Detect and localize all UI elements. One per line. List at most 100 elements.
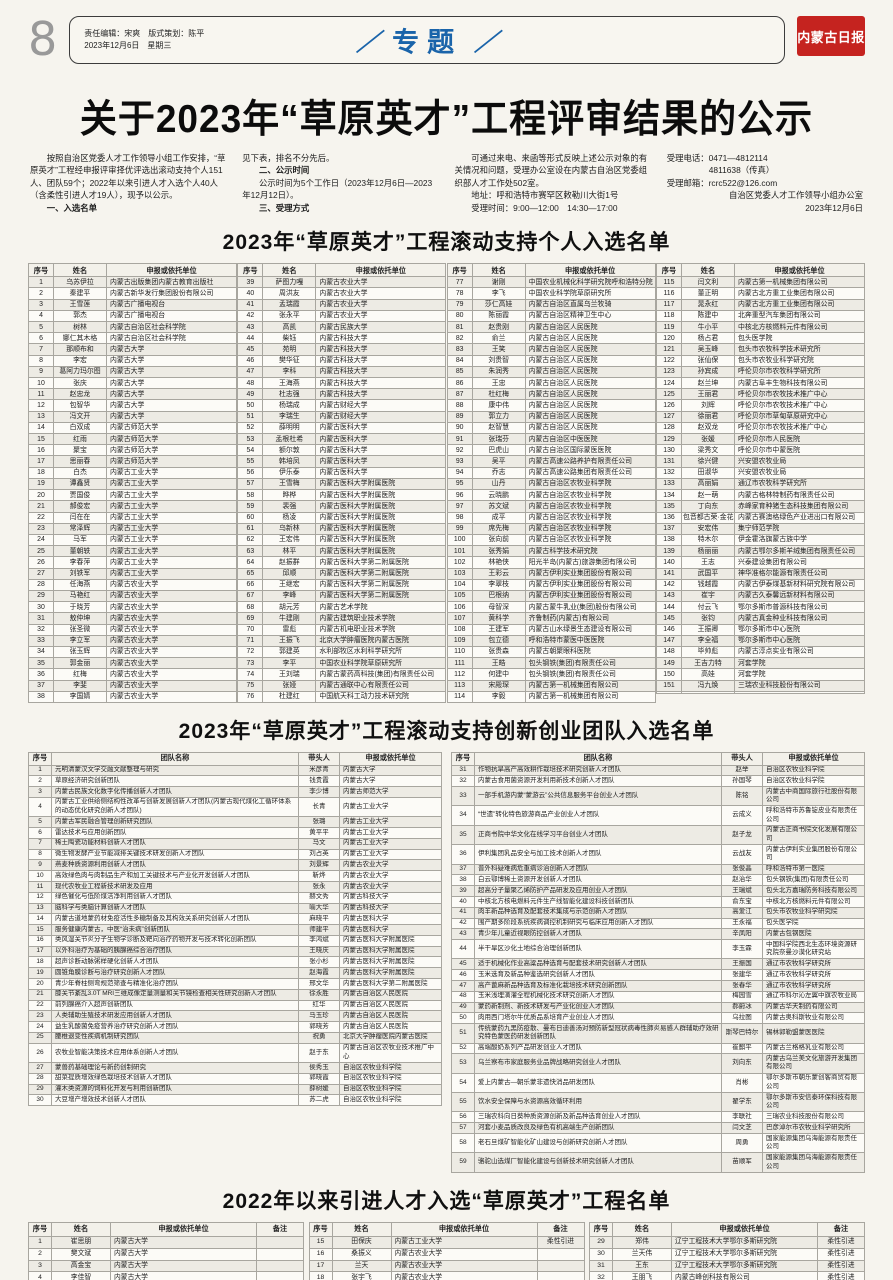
table-cell: 内蒙古自治区人民医院 — [524, 399, 656, 412]
table-cell: 草原经济研究创新团队 — [51, 775, 299, 788]
table-row: 122 张仙保 包头市农牧业科学研究院 — [655, 354, 865, 367]
table-cell: 自治区农牧业科学院 — [339, 1083, 442, 1096]
intro-paragraph: 按照自治区党委人才工作领导小组工作安排，“草原英才”工程经申报评审择优评选出滚动… — [30, 153, 226, 201]
column-header: 申报或依托单位 — [315, 263, 447, 278]
table-cell: 牛建刚 — [262, 612, 317, 625]
table-cell: 5 — [28, 816, 52, 829]
table-row: 56 伊乐泰 内蒙古医科大学 — [237, 466, 447, 479]
table-row: 47 李科 内蒙古科技大学 — [237, 365, 447, 379]
table-cell: 内蒙古医科大学附属医院 — [315, 545, 447, 558]
table-cell: 以外科治疗为基础的胰腺癌综合治疗团队 — [51, 945, 299, 958]
table-cell: 包立德 — [471, 634, 526, 647]
table-row: 143 崔宇 内蒙古久泰馨远新材料有限公司 — [655, 589, 865, 603]
table-cell: 内蒙古工业大学 — [339, 848, 442, 861]
table-cell: 赵于东 — [298, 1042, 340, 1064]
table-cell: 内蒙古医科大学第二附属医院 — [339, 977, 442, 990]
table-cell: 张璐 — [298, 816, 340, 829]
table-cell: 99 — [446, 522, 473, 535]
table-cell: 84 — [446, 354, 473, 367]
table-cell: 兰天伟 — [612, 1247, 672, 1261]
table-cell: 21 — [28, 988, 52, 1001]
table-cell: 内蒙古大学 — [106, 399, 237, 412]
table-row: 64 赵振群 内蒙古医科大学第二附属医院 — [237, 556, 447, 569]
table-row: 124 赵兰坤 内蒙古阜丰生物科技有限公司 — [655, 377, 865, 390]
table-cell: 喻大华 — [298, 902, 340, 915]
table-cell: 燕麦种质资源利用创新人才团队 — [51, 859, 299, 872]
table-cell: 47 — [237, 365, 264, 379]
table-cell: 爱上内蒙古—朝乐蒙非遗快消品研发团队 — [474, 1072, 722, 1094]
table-cell: 肉用西门塔尔牛优质品系培育产业创业人才团队 — [474, 1012, 722, 1025]
table-cell: 内蒙古工业大学 — [106, 567, 237, 580]
table-cell: 44 — [451, 939, 475, 960]
table-cell: 巴虎山 — [471, 444, 526, 457]
slash-decoration: ／ — [474, 29, 499, 57]
table-cell: 三瑞农业科技股份有限公司 — [733, 679, 865, 692]
table-row: 133 高丽娟 通辽市农牧科学研究所 — [655, 477, 865, 491]
table-cell: 96 — [446, 489, 473, 502]
table-row: 130 梁秀文 呼伦贝尔市中蒙医院 — [655, 444, 865, 457]
table-row: 108 王建军 内蒙古山水绿景生态建设有限公司 — [446, 623, 656, 636]
table-cell: 内蒙古农业大学 — [390, 1259, 538, 1273]
table-cell: 32 — [28, 623, 54, 636]
table-cell: 刘向东 — [721, 1053, 763, 1074]
table-cell: 李翠枝 — [471, 578, 526, 591]
header-row: 序号 姓名 申报或依托单位 备注 — [308, 1221, 585, 1237]
table-cell: 李飞 — [471, 287, 526, 300]
table-row: 20 青少年脊柱侧弯规范筛查与精准化治疗团队 邢文华 内蒙古医科大学第二附属医院 — [28, 977, 442, 990]
table-cell: 56 — [237, 466, 264, 479]
table-cell: 内蒙古大学 — [339, 764, 442, 777]
table-cell: 包头钢铁(集团)有限责任公司 — [524, 657, 656, 670]
table-cell: 吴平 — [471, 455, 526, 468]
table-cell: 50 — [451, 1012, 475, 1025]
individual-tables-group: 序号 姓名 申报或依托单位 39 萨图力嘎 内蒙古农业大学 40 周洪友 内蒙古农业大学 41 孟瑞… — [237, 263, 447, 703]
table-cell: 苏文斌 — [471, 500, 526, 513]
table-cell: 农牧业智能决策技术应用体系创新人才团队 — [51, 1042, 299, 1064]
table-cell: 67 — [237, 589, 264, 603]
table-cell: 侯秀玉 — [298, 1062, 340, 1074]
table-cell: 孟根杜希 — [262, 433, 317, 446]
newspaper-masthead-logo: 内蒙古日报 — [797, 16, 865, 56]
table-cell: 内蒙古自治区人民医院 — [524, 377, 656, 390]
table-row: 76 杜建红 中国航天科工动力技术研究院 — [237, 690, 447, 703]
table-cell: 内蒙古医科大学 — [315, 455, 447, 468]
table-row: 115 闫文利 内蒙古第一机械集团有限公司 — [655, 276, 865, 289]
table-row: 69 牛建刚 内蒙古建筑职业技术学院 — [237, 612, 447, 625]
table-cell: 李峰 — [262, 589, 317, 603]
table-cell: 张庆 — [53, 377, 107, 390]
table-cell: 18 — [28, 466, 54, 479]
table-row: 46 樊华征 内蒙古科技大学 — [237, 354, 447, 367]
table-cell: 内蒙古医科大学附属医院 — [315, 522, 447, 535]
table-cell: 146 — [655, 623, 682, 636]
table-cell: 成平 — [471, 511, 526, 524]
table-row: 22 前列腺癌介入超声创新团队 红华 内蒙古自治区人民医院 — [28, 999, 442, 1012]
table-cell: 50 — [237, 399, 264, 412]
table-cell: 益生乳酸菌免疫营养治疗研究创新人才团队 — [51, 1021, 299, 1033]
table-cell: 36 — [451, 844, 475, 865]
table-row: 4 郭杰 内蒙古广播电视台 — [28, 309, 237, 323]
table-row: 38 李国婧 内蒙古农业大学 — [28, 690, 237, 703]
table-cell: 柔性引进 — [817, 1247, 865, 1261]
table-cell: 元明清蒙汉文学交融文献整理与研究 — [51, 764, 299, 777]
table-cell: 作物抗旱高产高效耕作栽培技术研究创新人才团队 — [474, 764, 722, 777]
table-cell: 云战友 — [721, 844, 763, 865]
table-row: 103 王彩云 内蒙古伊利实业集团股份有限公司 — [446, 567, 656, 580]
table-row: 20 贾国俊 内蒙古工业大学 — [28, 489, 237, 502]
table-cell: 内蒙古第一机械集团有限公司 — [524, 679, 656, 692]
table-cell: 谭鑫贤 — [53, 477, 107, 491]
table-cell: 高丽娟 — [680, 477, 735, 491]
table-cell: 5 — [28, 321, 54, 334]
table-cell: 29 — [589, 1235, 613, 1249]
table-cell: 王永福 — [721, 917, 763, 930]
table-row: 55 韩培凤 内蒙古医科大学 — [237, 455, 447, 468]
table-cell: 31 — [28, 612, 54, 625]
column-header: 姓名 — [53, 263, 107, 278]
table-row: 52 薛明明 内蒙古医科大学 — [237, 421, 447, 435]
table-row: 26 农牧业智能决策技术应用体系创新人才团队 赵于东 内蒙古自治区农牧业技术推广中心 — [28, 1042, 442, 1064]
table-row: 25 董朝轶 内蒙古工业大学 — [28, 545, 237, 558]
table-cell: 黄科学 — [471, 612, 526, 625]
table-cell: 内蒙古自治区中医医院 — [524, 433, 656, 446]
table-cell: 齐鲁制药(内蒙古)有限公司 — [524, 612, 656, 625]
table-cell: 张娅 — [262, 679, 317, 692]
table-row: 24 益生乳酸菌免疫营养治疗研究创新人才团队 郭晓芳 内蒙古自治区人民医院 — [28, 1021, 442, 1033]
table-cell: 张媛 — [680, 433, 735, 446]
